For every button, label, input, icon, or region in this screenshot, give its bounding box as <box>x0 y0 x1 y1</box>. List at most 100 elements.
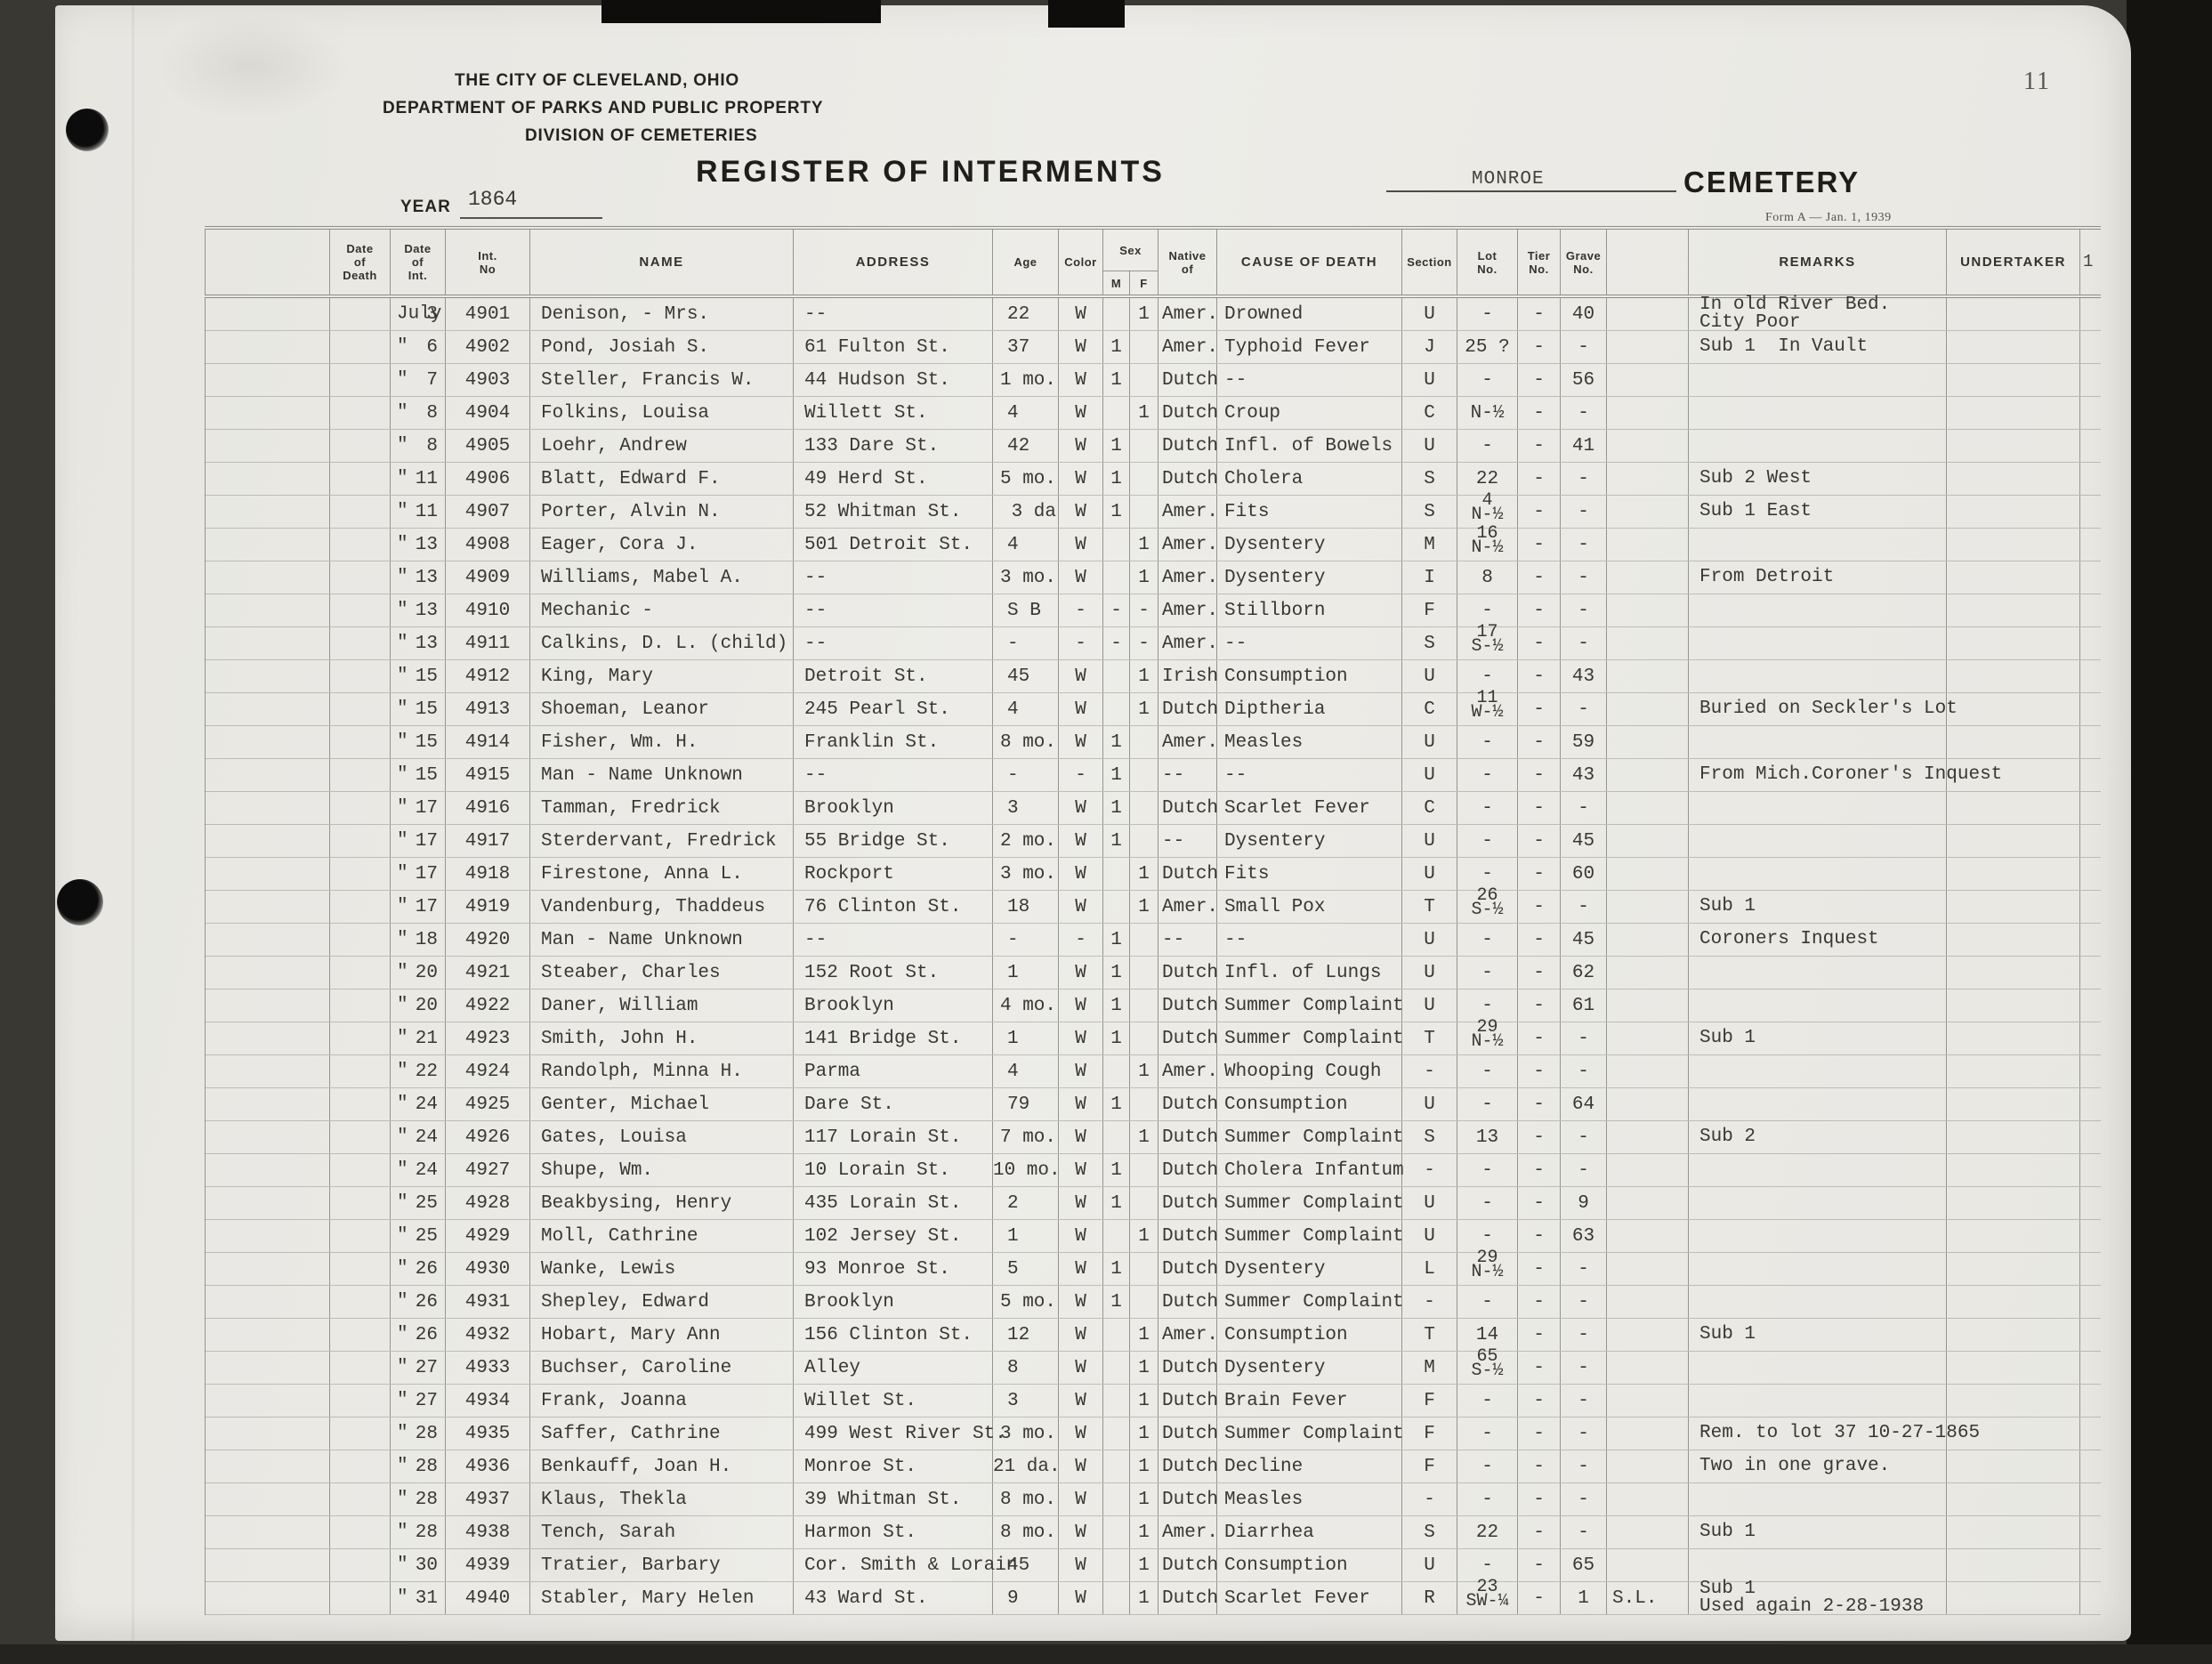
cell-m: 1 <box>1102 363 1130 397</box>
col-header-native-of: Native of <box>1158 228 1217 296</box>
cell-cause: -- <box>1216 363 1402 397</box>
cell-margin <box>205 1054 330 1088</box>
cell-name: Frank, Joanna <box>529 1384 794 1418</box>
col-header-section: Section <box>1401 228 1457 296</box>
cell-nat: Dutch <box>1158 1022 1218 1055</box>
cell-name: Man - Name Unknown <box>529 923 794 957</box>
cell-age: - <box>992 923 1059 957</box>
cell-und <box>1946 692 2080 726</box>
cell-name: Saffer, Cathrine <box>529 1417 794 1450</box>
cell-age: 1 <box>992 956 1059 990</box>
cell-nat: Dutch <box>1158 1548 1218 1582</box>
cell-color: W <box>1058 561 1103 594</box>
form-note: Form A — Jan. 1, 1939 <box>1765 211 1892 224</box>
cell-nat: Dutch <box>1158 1450 1218 1483</box>
cell-dd <box>329 1285 391 1319</box>
cell-und <box>1946 1318 2080 1352</box>
cell-age: 1 <box>992 1022 1059 1055</box>
cell-dd <box>329 758 391 792</box>
cell-rem: Rem. to lot 37 10-27-1865 <box>1688 1417 1980 1450</box>
cell-addr: 10 Lorain St. <box>793 1153 993 1187</box>
cell-dd <box>329 363 391 397</box>
cell-name: Williams, Mabel A. <box>529 561 794 594</box>
cell-no: 4940 <box>445 1581 530 1615</box>
cell-tier: - <box>1517 1482 1561 1516</box>
cell-m: 1 <box>1102 824 1130 858</box>
cell-no: 4914 <box>445 725 530 759</box>
cell-sec: U <box>1401 363 1457 397</box>
table-row: ″ 21 4923 Smith, John H. 141 Bridge St. 1 W 1 Du… <box>205 1019 2101 1055</box>
cell-age: 8 mo. <box>992 725 1059 759</box>
cell-dd <box>329 725 391 759</box>
cell-no: 4925 <box>445 1087 530 1121</box>
cell-age: 79 <box>992 1087 1059 1121</box>
cell-di: ″ 28 <box>390 1482 446 1516</box>
cell-tier: - <box>1517 462 1561 496</box>
cell-sec: T <box>1401 890 1457 924</box>
cell-di: ″ 21 <box>390 1022 446 1055</box>
cell-ext <box>1606 561 1689 594</box>
cell-edge <box>2079 296 2101 331</box>
cell-und <box>1946 495 2080 529</box>
cell-rem <box>1688 1482 1947 1516</box>
cell-name: Vandenburg, Thaddeus <box>529 890 794 924</box>
cell-rem: From Detroit <box>1688 561 1947 594</box>
cell-margin <box>205 1285 330 1319</box>
cell-addr: 152 Root St. <box>793 956 993 990</box>
table-row: ″ 7 4903 Steller, Francis W. 44 Hudson St. 1 … <box>205 363 2101 397</box>
cell-no: 4931 <box>445 1285 530 1319</box>
cell-rem: Coroners Inquest <box>1688 923 1947 957</box>
cell-cause: Infl. of Lungs <box>1216 956 1402 990</box>
cell-nat: Amer. <box>1158 495 1218 529</box>
cell-edge <box>2079 1548 2101 1582</box>
cell-f <box>1128 1022 1158 1055</box>
table-row: ″ 17 4917 Sterdervant, Fredrick 55 Bridge St… <box>205 824 2101 858</box>
cell-edge <box>2079 1252 2101 1286</box>
cell-cause: Scarlet Fever <box>1216 791 1402 825</box>
cell-age: 7 mo. <box>992 1120 1059 1154</box>
table-row: ″ 20 4922 Daner, William Brooklyn 4 mo. W 1 Dutc… <box>205 989 2101 1022</box>
cell-tier: - <box>1517 363 1561 397</box>
cell-margin <box>205 923 330 957</box>
cell-grv: 45 <box>1560 824 1607 858</box>
cell-addr: Willet St. <box>793 1384 993 1418</box>
cell-addr: -- <box>793 923 993 957</box>
cell-lot: - <box>1457 1087 1518 1121</box>
cell-rem: Sub 2 West <box>1688 462 1947 496</box>
cell-addr: 102 Jersey St. <box>793 1219 993 1253</box>
cell-addr: Willett St. <box>793 396 993 430</box>
cell-grv: - <box>1560 1054 1607 1088</box>
table-row: ″ 20 4921 Steaber, Charles 152 Root St. 1 W 1 Du… <box>205 956 2101 990</box>
cell-margin <box>205 659 330 693</box>
cell-sec: U <box>1401 923 1457 957</box>
cell-sec: - <box>1401 1054 1457 1088</box>
cell-ext <box>1606 956 1689 990</box>
cell-addr: 499 West River St. <box>793 1417 1006 1450</box>
cell-lot: 25 ? <box>1457 330 1518 364</box>
cell-no: 4938 <box>445 1515 530 1549</box>
cell-rem <box>1688 857 1947 891</box>
cell-sec: T <box>1401 1022 1457 1055</box>
cell-und <box>1946 956 2080 990</box>
cell-no: 4906 <box>445 462 530 496</box>
cell-dd <box>329 561 391 594</box>
page-title: REGISTER OF INTERMENTS <box>696 155 1165 189</box>
cell-addr: Franklin St. <box>793 725 993 759</box>
cell-di: ″ 8 <box>390 396 446 430</box>
cell-di: ″ 15 <box>390 758 446 792</box>
cell-age: - <box>992 626 1059 660</box>
cell-und <box>1946 626 2080 660</box>
cell-sec: T <box>1401 1318 1457 1352</box>
cell-sec: M <box>1401 528 1457 561</box>
cell-margin <box>205 1515 330 1549</box>
agency-line-department: DEPARTMENT OF PARKS AND PUBLIC PROPERTY <box>383 99 824 117</box>
cell-color: W <box>1058 1252 1103 1286</box>
cell-no: 4930 <box>445 1252 530 1286</box>
cell-sec: U <box>1401 758 1457 792</box>
cell-m: 1 <box>1102 495 1130 529</box>
cell-nat: Amer. <box>1158 594 1218 627</box>
cell-dd <box>329 429 391 463</box>
cell-cause: Summer Complaint <box>1216 989 1404 1022</box>
cell-name: Buchser, Caroline <box>529 1351 794 1385</box>
cell-nat: Dutch <box>1158 956 1218 990</box>
